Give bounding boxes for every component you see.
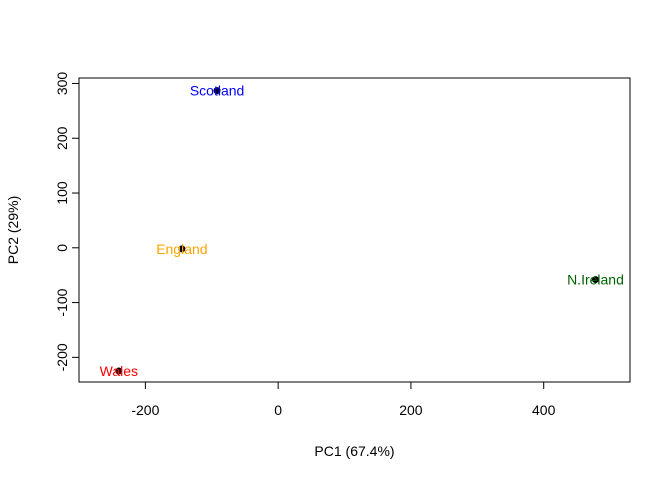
data-point: [213, 87, 221, 95]
y-tick-label: -100: [54, 288, 70, 316]
data-point: [591, 276, 599, 284]
x-tick-label: 200: [399, 402, 423, 418]
x-tick-label: 0: [274, 402, 282, 418]
y-tick-label: 0: [54, 244, 70, 252]
x-axis-label: PC1 (67.4%): [314, 443, 394, 459]
y-tick-label: 200: [54, 126, 70, 150]
y-tick-label: 300: [54, 72, 70, 96]
plot-box: [78, 77, 631, 383]
x-axis: -200 0 200 400: [131, 381, 556, 418]
point-label: England: [156, 241, 207, 257]
data-point: [115, 367, 123, 375]
x-tick-label: 400: [532, 402, 556, 418]
data-point: [178, 245, 186, 253]
point-label: N.Ireland: [567, 272, 624, 288]
y-axis: -200 -100 0 100 200 300: [54, 72, 80, 371]
y-tick-label: -200: [54, 343, 70, 371]
point-label: Wales: [100, 363, 138, 379]
x-tick-label: -200: [131, 402, 159, 418]
data-points: England Wales Scotland N.Ireland: [100, 83, 624, 379]
y-tick-label: 100: [54, 181, 70, 205]
y-axis-label: PC2 (29%): [5, 196, 21, 264]
point-label: Scotland: [190, 83, 244, 99]
